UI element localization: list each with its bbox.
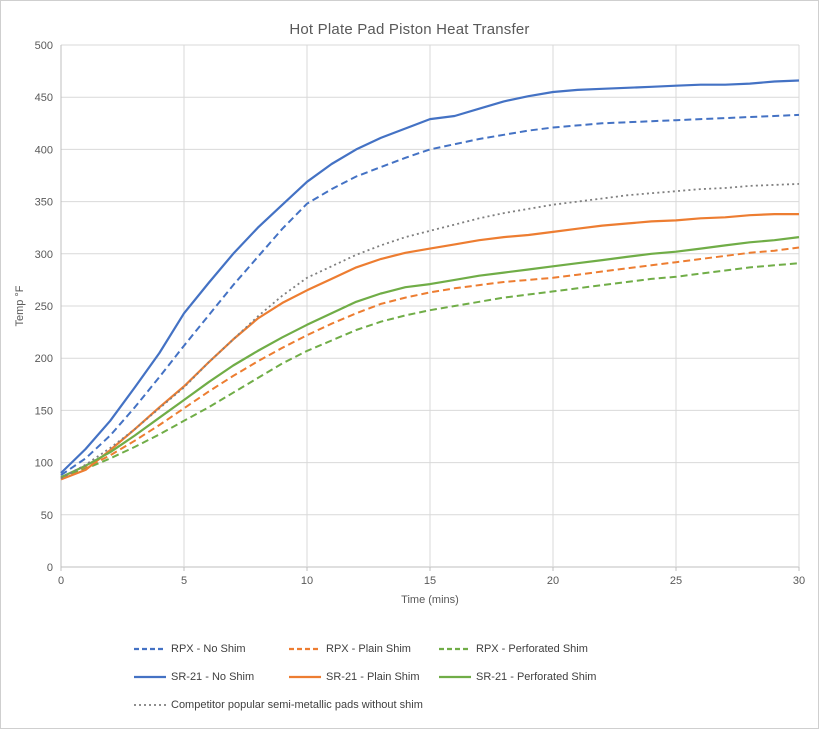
x-tick-label: 0 (58, 575, 64, 587)
x-tick-label: 10 (301, 575, 313, 587)
series-line-sr-21-perforated-shim (60, 236, 800, 479)
y-tick-label: 100 (35, 458, 53, 470)
legend-item-rpx-plain-shim: RPX - Plain Shim (289, 642, 411, 656)
legend-label: SR-21 - No Shim (171, 671, 255, 683)
legend-line-sample-solid (439, 675, 471, 679)
legend-label: RPX - No Shim (171, 643, 246, 655)
y-tick-label: 300 (35, 249, 53, 261)
legend-line-sample-solid (289, 675, 321, 679)
x-tick-label: 20 (547, 575, 559, 587)
y-tick-label: 0 (47, 562, 53, 574)
y-tick-label: 200 (35, 353, 53, 365)
legend-item-competitor-popular-semi-metallic-pads-without-shim: Competitor popular semi-metallic pads wi… (134, 698, 423, 712)
series-line-sr-21-no-shim (60, 79, 800, 474)
x-axis-title: Time (mins) (401, 594, 459, 606)
legend-label: RPX - Plain Shim (326, 643, 411, 655)
legend-line-sample-dotted (134, 704, 166, 706)
legend-item-sr-21-no-shim: SR-21 - No Shim (134, 670, 254, 684)
legend-line-sample-solid (134, 675, 166, 679)
y-tick-label: 500 (35, 40, 53, 52)
legend-item-rpx-no-shim: RPX - No Shim (134, 642, 246, 656)
legend-label: Competitor popular semi-metallic pads wi… (171, 699, 423, 711)
y-tick-label: 50 (41, 510, 53, 522)
legend-item-sr-21-plain-shim: SR-21 - Plain Shim (289, 670, 420, 684)
y-tick-label: 350 (35, 197, 53, 209)
legend-label: SR-21 - Plain Shim (326, 671, 420, 683)
x-tick-label: 25 (670, 575, 682, 587)
legend-item-rpx-perforated-shim: RPX - Perforated Shim (439, 642, 588, 656)
series-line-sr-21-plain-shim (60, 213, 799, 481)
x-tick-label: 30 (793, 575, 805, 587)
plot-area: 0 50 100 150 200 250 300 350 400 450 500 0 5 10 15 20 25… (14, 40, 805, 606)
legend-line-sample-dashed (439, 647, 471, 651)
legend-label: RPX - Perforated Shim (476, 643, 588, 655)
legend-line-sample-dashed (134, 647, 166, 651)
y-tick-label: 450 (35, 92, 53, 104)
y-tick-label: 400 (35, 144, 53, 156)
legend-item-sr-21-perforated-shim: SR-21 - Perforated Shim (439, 670, 596, 684)
y-tick-label: 150 (35, 405, 53, 417)
x-tick-label: 15 (424, 575, 436, 587)
series-line-rpx-plain-shim (60, 246, 800, 480)
series-line-rpx-no-shim (60, 113, 800, 476)
chart-title: Hot Plate Pad Piston Heat Transfer (289, 21, 530, 38)
series-line-rpx-perforated-shim (60, 262, 800, 479)
legend-line-sample-dashed (289, 647, 321, 651)
legend-label: SR-21 - Perforated Shim (476, 671, 597, 683)
y-tick-label: 250 (35, 301, 53, 313)
y-axis-title: Temp °F (14, 285, 26, 326)
x-tick-label: 5 (181, 575, 187, 587)
